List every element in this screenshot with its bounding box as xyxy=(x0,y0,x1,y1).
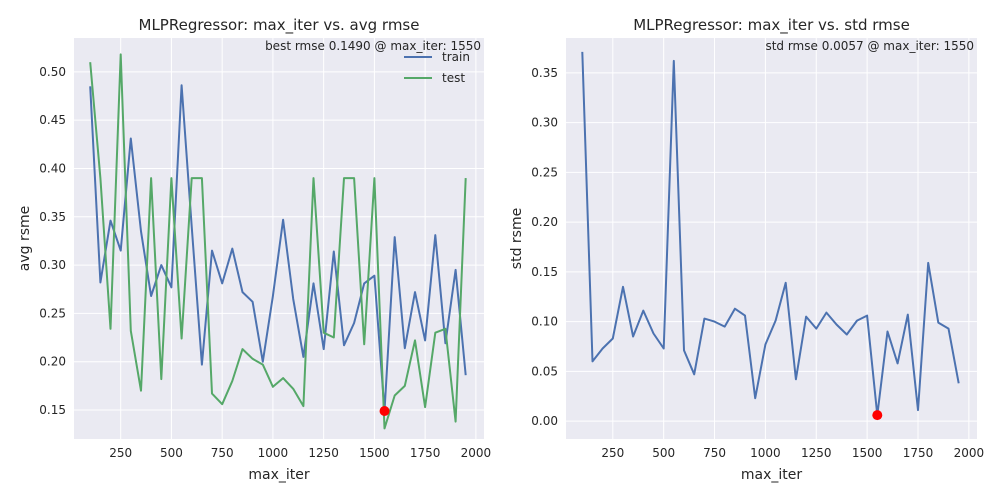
y-tick-label: 0.45 xyxy=(39,113,66,127)
x-tick-label: 500 xyxy=(652,446,675,460)
x-tick-label: 2000 xyxy=(954,446,985,460)
y-tick-label: 0.00 xyxy=(531,414,558,428)
x-tick-label: 500 xyxy=(160,446,183,460)
y-tick-label: 0.35 xyxy=(39,210,66,224)
legend-label-train: train xyxy=(442,50,470,64)
x-tick-label: 250 xyxy=(109,446,132,460)
y-tick-label: 0.20 xyxy=(39,355,66,369)
x-axis-label: max_iter xyxy=(248,467,309,483)
chart-1: 250 500 750 1000 1250 1500 1750 2000 0.15 0.20 0.2… xyxy=(17,16,491,483)
x-tick-label: 1000 xyxy=(258,446,289,460)
x-tick-label: 1750 xyxy=(903,446,934,460)
y-tick-label: 0.20 xyxy=(531,215,558,229)
x-tick-label: 750 xyxy=(703,446,726,460)
chart-title: MLPRegressor: max_iter vs. avg rmse xyxy=(139,16,420,35)
x-tick-label: 1500 xyxy=(852,446,883,460)
y-tick-label: 0.05 xyxy=(531,364,558,378)
annotation-text: std rmse 0.0057 @ max_iter: 1550 xyxy=(765,39,974,53)
y-tick-label: 0.15 xyxy=(39,403,66,417)
plot-area xyxy=(74,38,484,439)
y-tick-label: 0.40 xyxy=(39,161,66,175)
x-tick-label: 1000 xyxy=(750,446,781,460)
x-axis-label: max_iter xyxy=(741,467,802,483)
series-line-series-1 xyxy=(581,51,960,417)
x-tick-label: 750 xyxy=(211,446,234,460)
x-tick-label: 2000 xyxy=(461,446,492,460)
series-line-test xyxy=(89,53,467,430)
best-point xyxy=(379,405,390,416)
chart-title: MLPRegressor: max_iter vs. std rmse xyxy=(633,16,910,35)
x-tick-label: 1500 xyxy=(359,446,390,460)
y-axis-label: std rsme xyxy=(509,208,525,269)
y-tick-label: 0.10 xyxy=(531,315,558,329)
best-point xyxy=(872,410,883,421)
y-tick-label: 0.35 xyxy=(531,66,558,80)
y-axis-label: avg rsme xyxy=(17,206,33,272)
legend-label-test: test xyxy=(442,71,465,85)
y-tick-label: 0.50 xyxy=(39,65,66,79)
y-tick-label: 0.15 xyxy=(531,265,558,279)
x-tick-label: 1250 xyxy=(308,446,339,460)
y-tick-label: 0.25 xyxy=(39,306,66,320)
y-tick-label: 0.25 xyxy=(531,165,558,179)
x-tick-label: 250 xyxy=(601,446,624,460)
x-tick-label: 1750 xyxy=(410,446,441,460)
chart-2: 250 500 750 1000 1250 1500 1750 2000 0.00 0.05 0.1… xyxy=(509,16,984,483)
y-tick-label: 0.30 xyxy=(531,116,558,130)
legend: train test xyxy=(404,50,470,85)
x-tick-label: 1250 xyxy=(801,446,832,460)
series-line-train xyxy=(89,84,467,412)
plot-area xyxy=(566,38,977,439)
y-tick-label: 0.30 xyxy=(39,258,66,272)
annotation-text: best rmse 0.1490 @ max_iter: 1550 xyxy=(265,39,481,53)
